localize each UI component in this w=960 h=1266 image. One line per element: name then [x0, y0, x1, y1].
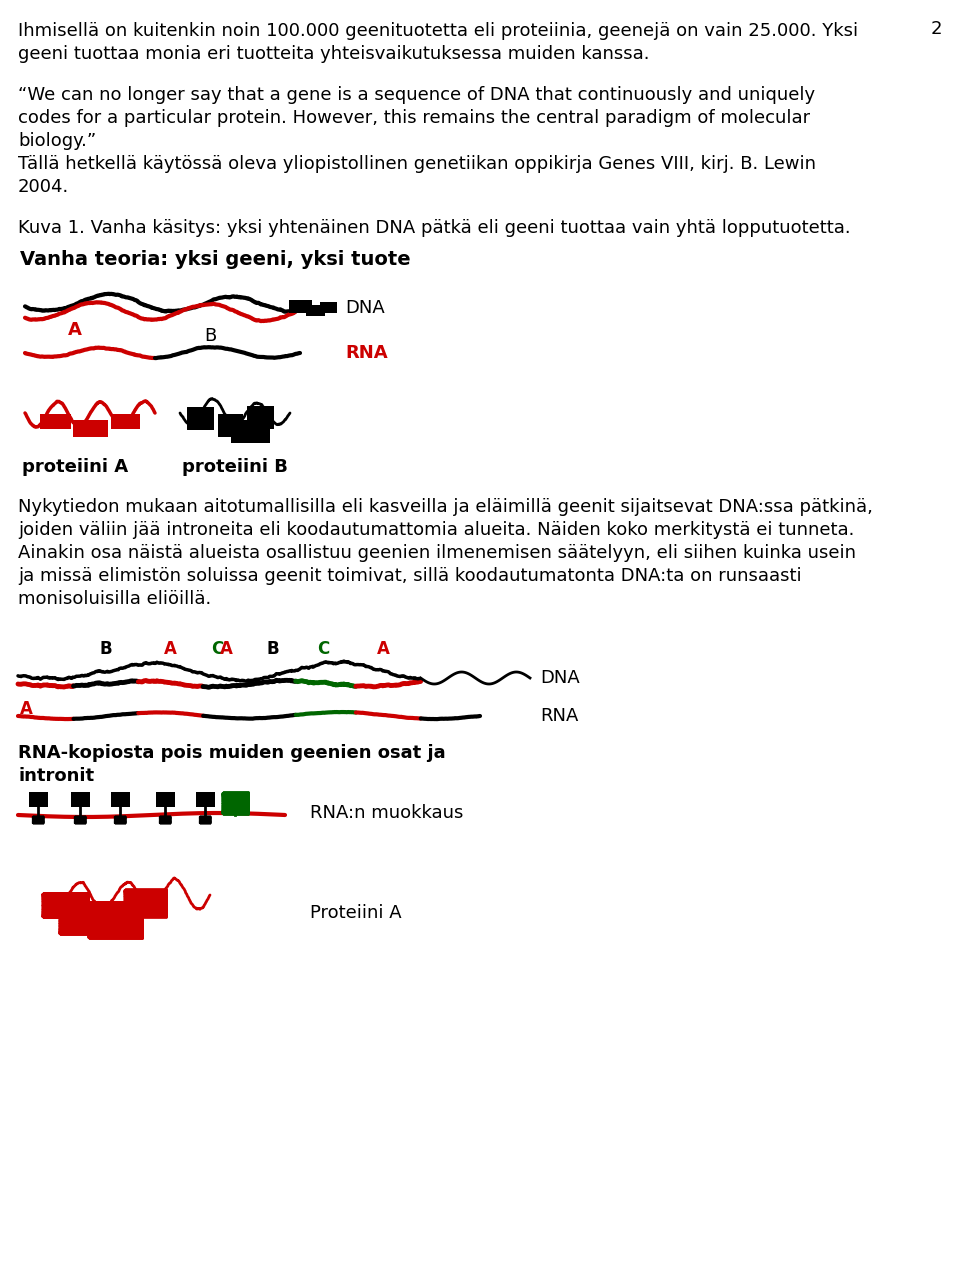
Text: proteiini A: proteiini A: [22, 458, 128, 476]
Text: 2004.: 2004.: [18, 179, 69, 196]
Text: 2: 2: [930, 20, 942, 38]
Text: Proteiini A: Proteiini A: [310, 904, 401, 922]
Text: geeni tuottaa monia eri tuotteita yhteisvaikutuksessa muiden kanssa.: geeni tuottaa monia eri tuotteita yhteis…: [18, 46, 650, 63]
Text: A: A: [68, 322, 82, 339]
Text: A: A: [164, 641, 178, 658]
Text: RNA-kopiosta pois muiden geenien osat ja: RNA-kopiosta pois muiden geenien osat ja: [18, 744, 445, 762]
Text: DNA: DNA: [540, 668, 580, 687]
Text: DNA: DNA: [345, 299, 385, 316]
Text: RNA:n muokkaus: RNA:n muokkaus: [310, 804, 464, 822]
Text: B: B: [100, 641, 112, 658]
Text: monisoluisilla eliöillä.: monisoluisilla eliöillä.: [18, 590, 211, 608]
Text: C: C: [318, 641, 329, 658]
Text: biology.”: biology.”: [18, 132, 96, 149]
Text: Nykytiedon mukaan aitotumallisilla eli kasveilla ja eläimillä geenit sijaitsevat: Nykytiedon mukaan aitotumallisilla eli k…: [18, 498, 873, 517]
Text: RNA: RNA: [345, 344, 388, 362]
Text: Vanha teoria: yksi geeni, yksi tuote: Vanha teoria: yksi geeni, yksi tuote: [20, 249, 411, 268]
Text: A: A: [220, 641, 232, 658]
Text: A: A: [20, 700, 33, 718]
Text: “We can no longer say that a gene is a sequence of DNA that continuously and uni: “We can no longer say that a gene is a s…: [18, 86, 815, 104]
Text: Ihmisellä on kuitenkin noin 100.000 geenituotetta eli proteiinia, geenejä on vai: Ihmisellä on kuitenkin noin 100.000 geen…: [18, 22, 858, 41]
Text: B: B: [204, 327, 216, 346]
Text: A: A: [377, 641, 390, 658]
Text: ja missä elimistön soluissa geenit toimivat, sillä koodautumatonta DNA:ta on run: ja missä elimistön soluissa geenit toimi…: [18, 567, 802, 585]
Text: C: C: [211, 641, 223, 658]
Text: B: B: [266, 641, 278, 658]
Text: Kuva 1. Vanha käsitys: yksi yhtenäinen DNA pätkä eli geeni tuottaa vain yhtä lop: Kuva 1. Vanha käsitys: yksi yhtenäinen D…: [18, 219, 851, 237]
Text: Tällä hetkellä käytössä oleva yliopistollinen genetiikan oppikirja Genes VIII, k: Tällä hetkellä käytössä oleva yliopistol…: [18, 154, 816, 173]
Text: codes for a particular protein. However, this remains the central paradigm of mo: codes for a particular protein. However,…: [18, 109, 810, 127]
Text: intronit: intronit: [18, 767, 94, 785]
Text: RNA: RNA: [540, 706, 578, 725]
Text: Ainakin osa näistä alueista osallistuu geenien ilmenemisen säätelyyn, eli siihen: Ainakin osa näistä alueista osallistuu g…: [18, 544, 856, 562]
Text: joiden väliin jää introneita eli koodautumattomia alueita. Näiden koko merkityst: joiden väliin jää introneita eli koodaut…: [18, 522, 854, 539]
Text: proteiini B: proteiini B: [182, 458, 288, 476]
